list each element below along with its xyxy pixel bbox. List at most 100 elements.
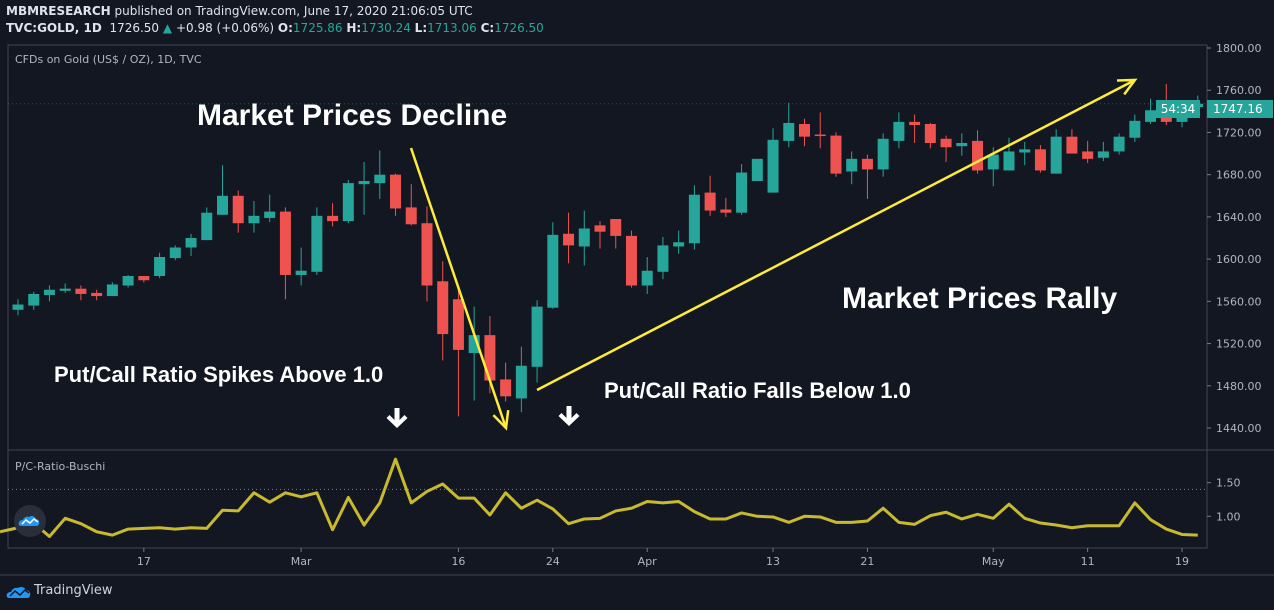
candle bbox=[799, 118, 810, 147]
candle-body bbox=[232, 195, 244, 224]
annotation-falls: Put/Call Ratio Falls Below 1.0 bbox=[604, 378, 911, 403]
candle-body bbox=[1019, 149, 1031, 153]
candle-body bbox=[940, 138, 952, 148]
symbol: TVC:GOLD, 1D bbox=[6, 21, 102, 35]
time-tick-label: 16 bbox=[451, 555, 465, 568]
annotation-rally: Market Prices Rally bbox=[842, 282, 1118, 315]
indicator-tick-label: 1.50 bbox=[1216, 477, 1241, 490]
time-tick-label: Apr bbox=[638, 555, 658, 568]
candle-body bbox=[704, 192, 716, 211]
time-tick-label: 24 bbox=[546, 555, 560, 568]
candle-body bbox=[594, 225, 606, 232]
candle bbox=[437, 261, 449, 361]
candle-body bbox=[311, 215, 323, 272]
candle-body bbox=[625, 235, 637, 286]
decline-arrow bbox=[409, 147, 508, 429]
candle-body bbox=[390, 174, 402, 209]
tradingview-logo-button[interactable] bbox=[14, 505, 46, 537]
candle-body bbox=[452, 299, 464, 350]
candle bbox=[12, 299, 24, 316]
candle-body bbox=[138, 276, 150, 281]
annotation-spikes: Put/Call Ratio Spikes Above 1.0 bbox=[54, 362, 384, 387]
price-tick-label: 1600.00 bbox=[1216, 253, 1262, 266]
candle bbox=[59, 283, 71, 293]
candle bbox=[138, 276, 150, 283]
countdown-tag: 54:34 bbox=[1156, 100, 1200, 118]
candle bbox=[279, 207, 291, 300]
candle bbox=[625, 230, 637, 288]
last-price: 1726.50 bbox=[109, 21, 160, 35]
candle bbox=[751, 158, 763, 182]
candle bbox=[232, 190, 244, 233]
candle bbox=[421, 206, 433, 302]
candle bbox=[201, 207, 213, 241]
candle bbox=[1082, 140, 1094, 164]
candle-body bbox=[688, 194, 700, 244]
candle bbox=[830, 132, 842, 177]
candle bbox=[154, 252, 166, 279]
candle-body bbox=[201, 212, 213, 241]
candle-body bbox=[767, 139, 779, 193]
candle-body bbox=[547, 234, 559, 308]
candle bbox=[720, 197, 732, 217]
publish-info: MBMRESEARCH published on TradingView.com… bbox=[6, 4, 473, 18]
time-tick-label: 19 bbox=[1175, 555, 1189, 568]
candle-body bbox=[830, 135, 842, 174]
candle bbox=[736, 164, 748, 215]
candle bbox=[1097, 141, 1109, 161]
candle-body bbox=[861, 158, 873, 170]
candle-body bbox=[169, 247, 181, 259]
candle bbox=[783, 102, 795, 148]
candle bbox=[814, 112, 826, 149]
candle bbox=[358, 162, 370, 215]
candle-body bbox=[610, 219, 622, 236]
candle-body bbox=[1003, 151, 1015, 171]
candle bbox=[531, 300, 543, 383]
candle bbox=[563, 212, 575, 264]
candle-body bbox=[374, 174, 386, 184]
candle-body bbox=[846, 158, 858, 172]
candle bbox=[704, 175, 716, 216]
candle bbox=[909, 114, 921, 144]
candle-body bbox=[987, 154, 999, 170]
price-tick-label: 1640.00 bbox=[1216, 211, 1262, 224]
candle bbox=[311, 207, 323, 275]
candle bbox=[28, 291, 40, 310]
candle bbox=[846, 151, 858, 185]
candle bbox=[1145, 98, 1157, 125]
candle-body bbox=[484, 335, 496, 381]
candle-body bbox=[43, 289, 55, 296]
publisher[interactable]: MBMRESEARCH bbox=[6, 4, 111, 18]
candle bbox=[956, 133, 968, 156]
candle-body bbox=[531, 306, 543, 367]
candle-body bbox=[1113, 136, 1125, 152]
candle bbox=[43, 285, 55, 302]
candle-body bbox=[185, 238, 197, 248]
candle bbox=[578, 210, 590, 266]
footer-brand[interactable]: TradingView bbox=[34, 583, 113, 598]
candle bbox=[106, 282, 118, 297]
candle-body bbox=[327, 215, 339, 222]
symbol-info: TVC:GOLD, 1D 1726.50 ▲ +0.98 (+0.06%) O:… bbox=[6, 21, 544, 35]
candle-body bbox=[248, 215, 260, 224]
candle bbox=[295, 247, 307, 286]
candle bbox=[861, 154, 873, 199]
indicator-title: P/C-Ratio-Buschi bbox=[15, 460, 106, 473]
candle bbox=[924, 122, 936, 149]
price-tick-label: 1800.00 bbox=[1216, 42, 1262, 55]
candle bbox=[390, 173, 402, 216]
time-tick-label: 13 bbox=[766, 555, 780, 568]
indicator-tick-label: 1.00 bbox=[1216, 510, 1241, 523]
down-arrow-icon bbox=[558, 406, 580, 426]
candle-body bbox=[1034, 149, 1046, 171]
candle bbox=[169, 245, 181, 261]
candle-body bbox=[1145, 110, 1157, 122]
high-label: H: bbox=[346, 21, 362, 35]
candle bbox=[342, 179, 354, 224]
candle-body bbox=[12, 304, 24, 310]
candle-body bbox=[736, 172, 748, 213]
candle bbox=[877, 133, 889, 177]
candle-body bbox=[279, 211, 291, 275]
